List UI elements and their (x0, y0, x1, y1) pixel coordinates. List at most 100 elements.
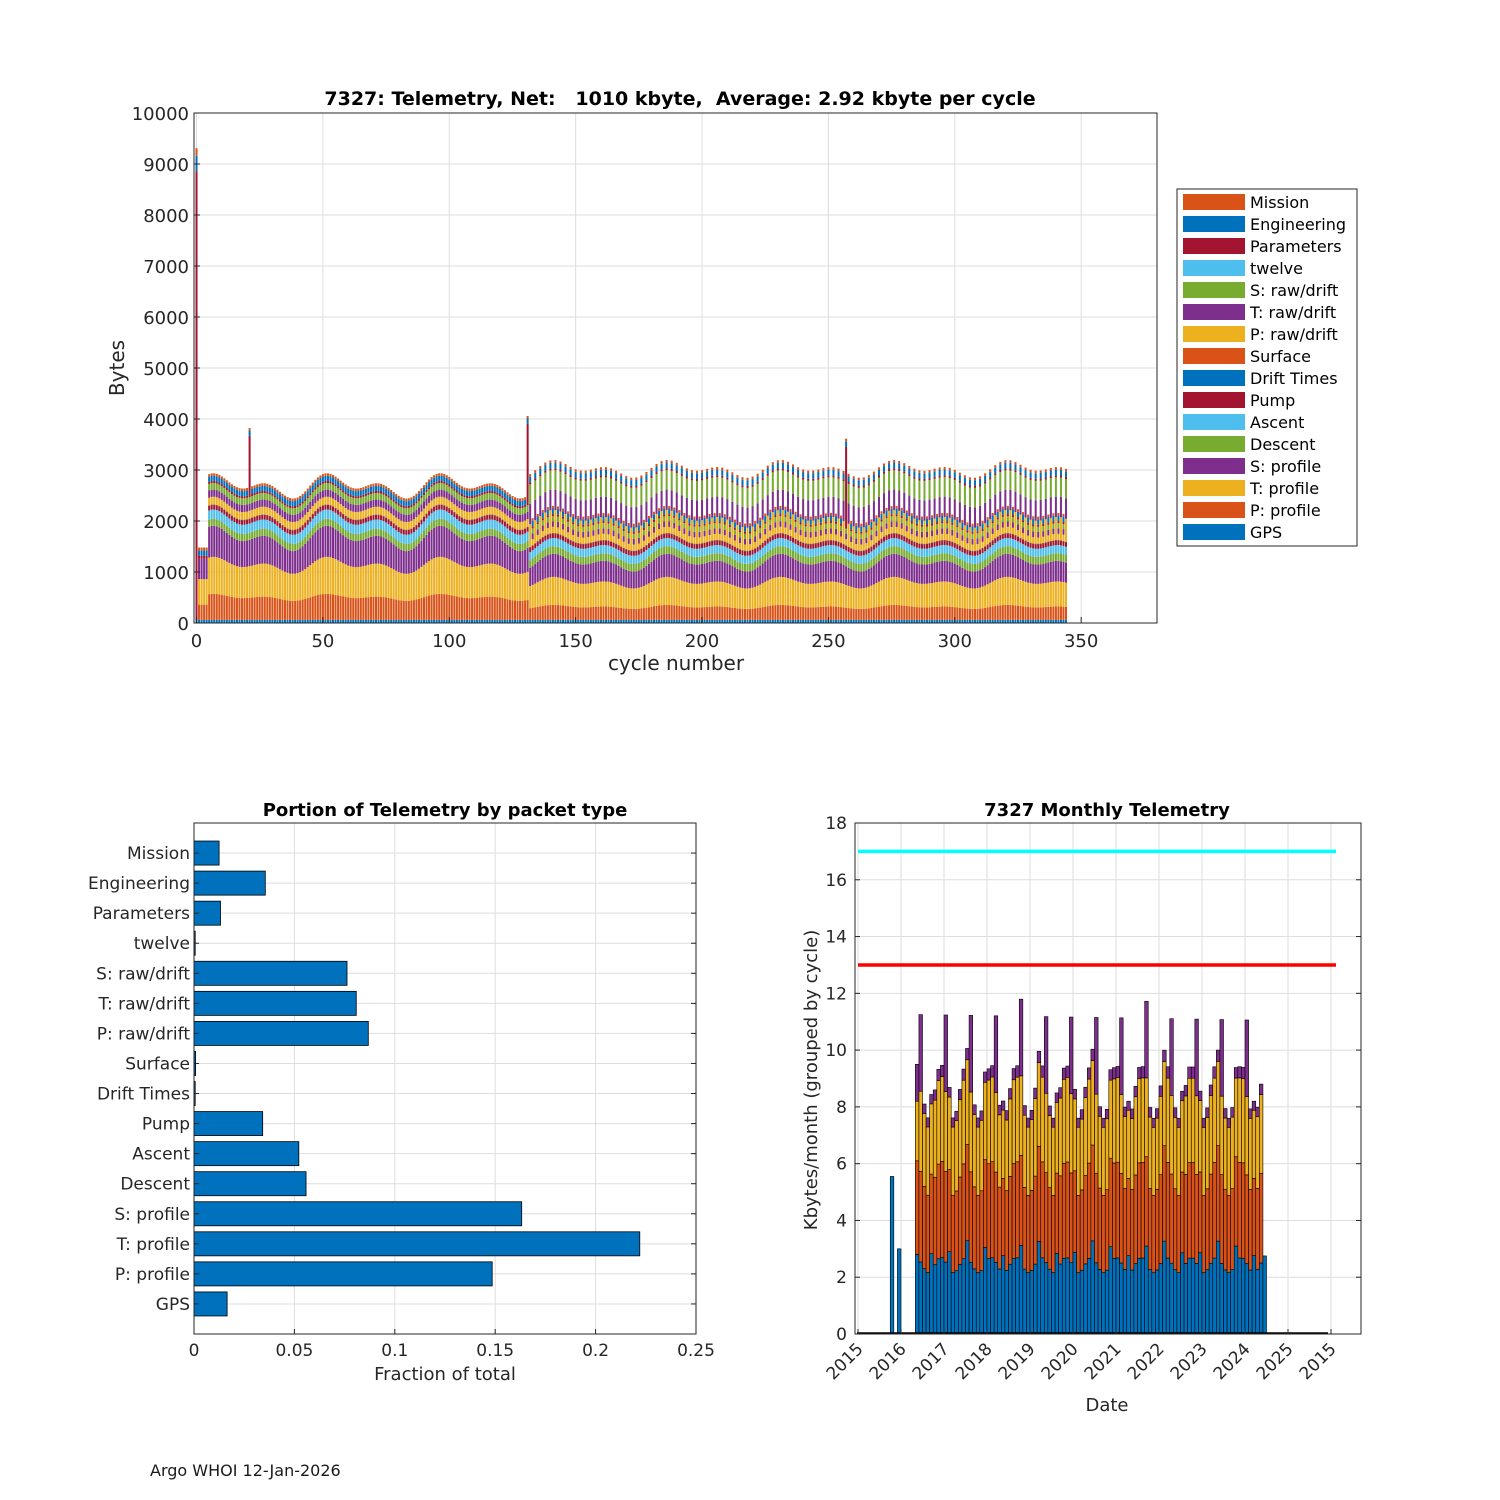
top-bar-segment (364, 486, 367, 489)
top-bar-segment (425, 562, 428, 597)
top-bar-segment (979, 587, 982, 609)
top-bar-segment (751, 608, 754, 620)
top-bar-segment (789, 524, 792, 530)
top-bar-segment (529, 524, 532, 548)
top-bar-segment (680, 619, 683, 623)
top-bar-segment (582, 548, 585, 557)
top-bar-segment (332, 491, 335, 499)
top-bar-segment (701, 480, 704, 500)
top-bar-segment (966, 549, 969, 551)
top-stacked-bar (764, 513, 767, 623)
top-bar-segment (963, 475, 966, 478)
top-bar-segment (797, 606, 800, 620)
top-bar-segment (268, 515, 271, 517)
top-bar-segment (620, 619, 623, 623)
top-bar-segment (885, 534, 888, 536)
top-bar-segment (559, 619, 562, 623)
top-bar-segment (984, 473, 987, 476)
top-bar-segment (546, 534, 549, 540)
top-bar-segment (524, 504, 527, 507)
top-bar-segment (743, 544, 747, 551)
top-bar-segment (273, 519, 276, 520)
top-bar-segment (925, 524, 929, 527)
top-bar-segment (215, 505, 218, 506)
top-bar-segment (653, 539, 656, 544)
top-bar-segment (726, 479, 729, 500)
top-bar-segment (979, 484, 982, 487)
top-bar-segment (779, 546, 782, 554)
top-bar-segment (531, 526, 534, 529)
top-bar-segment (316, 485, 319, 488)
top-bar-segment (556, 546, 559, 555)
top-bar-segment (602, 512, 605, 516)
top-bar-segment (377, 514, 380, 520)
top-bar-segment (764, 561, 767, 582)
top-bar-segment (205, 555, 208, 559)
top-bar-segment (804, 556, 807, 565)
top-bar-segment (215, 490, 218, 498)
top-stacked-bar (329, 473, 332, 623)
top-bar-segment (342, 506, 345, 514)
top-bar-segment (678, 619, 681, 623)
top-bar-segment (415, 503, 418, 510)
top-bar-segment (660, 539, 663, 548)
top-bar-segment (562, 548, 565, 557)
top-bar-segment (675, 473, 678, 493)
top-bar-segment (430, 619, 433, 623)
top-bar-segment (774, 527, 777, 534)
top-bar-segment (332, 527, 335, 559)
top-bar-segment (915, 619, 918, 623)
top-bar-segment (721, 606, 724, 620)
top-bar-segment (840, 583, 843, 608)
top-bar-segment (690, 619, 693, 623)
top-bar-segment (632, 555, 635, 564)
top-bar-segment (233, 597, 236, 620)
top-bar-segment (496, 619, 499, 623)
top-bar-segment (723, 582, 726, 607)
top-bar-segment (984, 546, 987, 547)
top-bar-segment (468, 519, 471, 521)
top-bar-segment (650, 478, 653, 498)
top-bar-segment (458, 484, 461, 488)
top-bar-segment (857, 485, 860, 488)
top-bar-segment (723, 546, 726, 555)
top-bar-segment (218, 506, 221, 512)
top-bar-segment (440, 504, 443, 505)
top-bar-segment (958, 545, 961, 547)
top-bar-segment (723, 522, 726, 525)
top-bar-segment (986, 619, 989, 623)
top-bar-segment (314, 510, 317, 512)
top-bar-segment (766, 468, 769, 474)
top-bar-segment (324, 593, 327, 620)
top-stacked-bar (786, 461, 789, 623)
top-bar-segment (761, 619, 764, 623)
top-bar-segment (615, 583, 618, 608)
top-stacked-bar (496, 484, 499, 623)
top-bar-segment (931, 525, 934, 531)
top-bar-segment (817, 547, 820, 556)
top-bar-segment (508, 517, 511, 526)
top-bar-segment (665, 576, 668, 605)
top-bar-segment (382, 501, 385, 509)
top-bar-segment (311, 619, 314, 623)
top-bar-segment (948, 619, 951, 623)
top-bar-segment (463, 566, 466, 598)
top-bar-segment (248, 523, 251, 533)
top-bar-segment (458, 597, 461, 620)
top-bar-segment (324, 475, 327, 482)
top-bar-segment (529, 547, 532, 548)
top-bar-segment (402, 507, 405, 515)
top-bar-segment (645, 558, 648, 566)
top-stacked-bar (736, 475, 739, 623)
top-bar-segment (698, 556, 701, 565)
top-bar-segment (627, 538, 630, 544)
top-bar-segment (695, 619, 698, 623)
top-stacked-bar (673, 507, 676, 623)
top-bar-segment (870, 527, 873, 530)
top-bar-segment (622, 528, 625, 531)
top-bar-segment (837, 541, 840, 542)
top-bar-segment (602, 521, 605, 524)
top-bar-segment (862, 608, 865, 620)
top-bar-segment (695, 544, 698, 549)
top-bar-segment (225, 511, 228, 512)
